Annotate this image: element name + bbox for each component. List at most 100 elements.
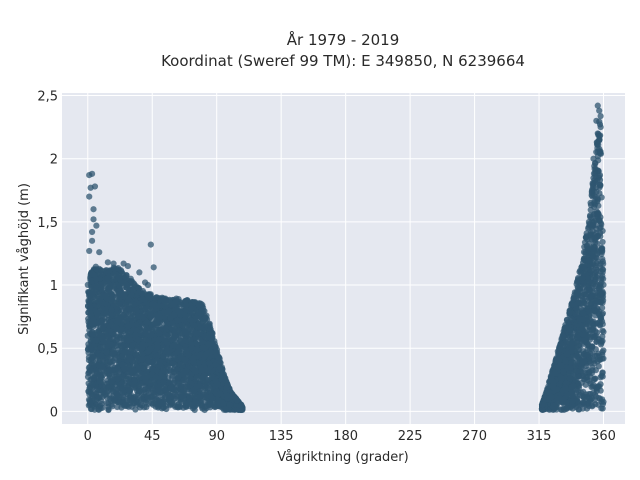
data-point bbox=[147, 380, 154, 387]
data-point bbox=[89, 331, 97, 338]
data-point bbox=[128, 291, 135, 299]
data-point bbox=[114, 391, 121, 398]
data-point bbox=[152, 318, 159, 326]
data-point bbox=[175, 371, 182, 379]
data-point bbox=[213, 380, 221, 387]
data-point bbox=[193, 375, 200, 382]
data-point bbox=[600, 347, 607, 354]
data-point bbox=[129, 358, 137, 365]
data-point bbox=[118, 290, 125, 298]
data-point bbox=[143, 319, 150, 326]
data-point bbox=[104, 383, 111, 390]
data-point bbox=[116, 399, 123, 406]
data-point bbox=[189, 328, 196, 335]
data-point bbox=[93, 266, 100, 273]
data-point bbox=[125, 323, 132, 330]
data-point bbox=[92, 285, 100, 293]
data-point bbox=[103, 310, 110, 317]
data-point bbox=[139, 296, 146, 303]
data-point bbox=[156, 400, 163, 407]
data-point bbox=[154, 344, 161, 351]
data-point bbox=[89, 289, 96, 297]
data-point bbox=[164, 308, 171, 316]
data-point bbox=[156, 358, 163, 366]
data-point bbox=[95, 406, 102, 413]
data-point bbox=[177, 361, 184, 368]
data-point bbox=[203, 350, 210, 357]
data-point bbox=[163, 348, 170, 356]
data-point bbox=[167, 369, 174, 376]
data-point bbox=[127, 315, 134, 322]
chart-subtitle: Koordinat (Sweref 99 TM): E 349850, N 62… bbox=[161, 52, 525, 70]
data-point bbox=[133, 306, 140, 313]
data-point bbox=[232, 395, 239, 402]
data-point bbox=[148, 331, 155, 339]
data-point bbox=[103, 349, 110, 356]
data-point bbox=[192, 393, 199, 400]
data-point bbox=[211, 403, 218, 410]
data-point bbox=[130, 287, 137, 294]
data-point bbox=[98, 352, 105, 359]
data-point bbox=[85, 341, 92, 348]
data-point bbox=[170, 351, 178, 359]
data-point bbox=[167, 384, 174, 391]
data-point bbox=[98, 400, 105, 407]
data-point bbox=[99, 393, 106, 400]
data-point bbox=[186, 316, 193, 323]
grid-lines bbox=[62, 93, 625, 424]
data-point bbox=[144, 373, 151, 381]
data-point bbox=[89, 351, 96, 358]
data-point bbox=[190, 358, 197, 365]
data-point bbox=[110, 388, 117, 395]
data-point bbox=[127, 309, 134, 317]
data-point bbox=[176, 308, 183, 315]
data-point bbox=[152, 374, 159, 381]
data-point bbox=[116, 373, 123, 381]
data-point bbox=[86, 391, 93, 398]
data-point bbox=[160, 296, 167, 303]
data-point bbox=[90, 396, 97, 404]
data-point bbox=[151, 391, 158, 398]
data-point bbox=[138, 356, 146, 363]
data-point bbox=[107, 341, 114, 348]
data-point bbox=[131, 394, 138, 401]
data-point bbox=[238, 402, 245, 409]
data-point bbox=[202, 394, 209, 401]
data-point bbox=[119, 353, 126, 360]
data-point bbox=[174, 401, 182, 408]
data-point bbox=[134, 336, 142, 343]
data-point bbox=[106, 267, 113, 274]
data-point bbox=[156, 312, 163, 320]
data-point bbox=[222, 405, 229, 413]
data-point bbox=[224, 381, 231, 388]
data-point bbox=[226, 401, 233, 409]
data-point bbox=[99, 335, 106, 342]
data-point bbox=[205, 340, 212, 348]
data-point bbox=[91, 362, 98, 369]
data-point bbox=[87, 304, 94, 311]
data-point bbox=[170, 379, 177, 387]
data-point bbox=[197, 393, 204, 401]
data-point bbox=[160, 353, 167, 360]
data-point bbox=[108, 367, 116, 374]
data-point bbox=[104, 295, 111, 303]
data-point bbox=[207, 335, 215, 342]
data-point bbox=[207, 393, 214, 400]
data-point bbox=[107, 378, 115, 385]
data-point bbox=[133, 351, 140, 359]
data-point bbox=[87, 310, 94, 317]
data-point bbox=[224, 392, 231, 399]
data-point bbox=[111, 349, 118, 357]
data-point bbox=[202, 314, 209, 321]
data-point bbox=[163, 332, 170, 339]
data-point bbox=[117, 315, 124, 322]
data-point bbox=[177, 301, 184, 308]
data-point bbox=[188, 305, 195, 312]
data-point bbox=[173, 366, 181, 373]
data-point bbox=[90, 375, 97, 382]
data-point bbox=[215, 397, 222, 404]
data-point bbox=[195, 301, 202, 308]
data-point bbox=[195, 309, 202, 316]
data-point bbox=[215, 390, 223, 398]
data-point bbox=[129, 342, 136, 349]
